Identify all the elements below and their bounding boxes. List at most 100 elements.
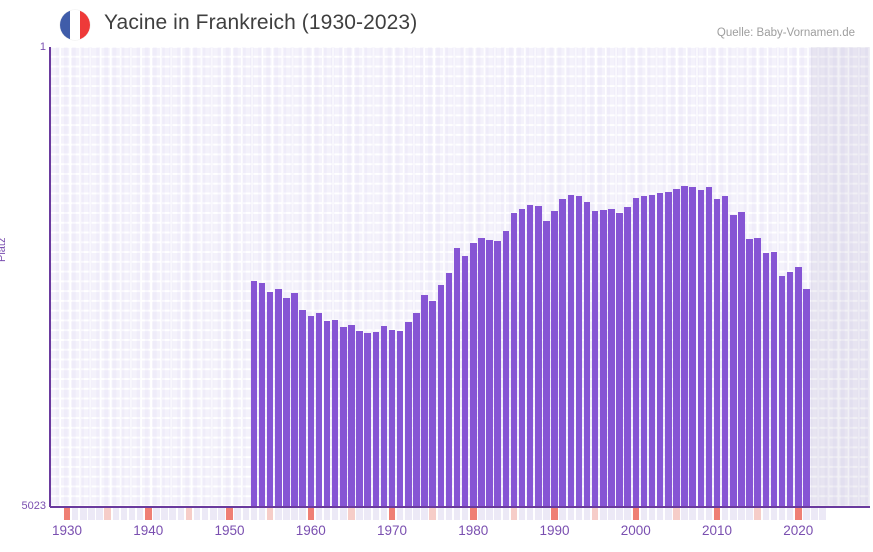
x-tick-1966 [356, 508, 363, 520]
bar-1997 [608, 209, 615, 507]
bar-1999 [624, 207, 631, 507]
bar-1960 [307, 316, 314, 507]
flag-stripe-white [69, 10, 80, 40]
x-tick-1967 [364, 508, 371, 520]
bar-1977 [445, 273, 453, 507]
flag-stripe-red [79, 10, 90, 40]
x-tick-1964 [340, 508, 347, 520]
x-tick-1988 [535, 508, 542, 520]
x-tick-1996 [600, 508, 607, 520]
x-tick-2022 [811, 508, 818, 520]
x-tick-1998 [616, 508, 623, 520]
bar-1961 [315, 313, 323, 507]
x-tick-1960 [307, 508, 314, 520]
x-tick-2013 [738, 508, 745, 520]
bar-1986 [518, 209, 526, 507]
x-tick-2015 [754, 508, 761, 520]
x-tick-1942 [161, 508, 168, 520]
x-tick-1947 [201, 508, 209, 520]
bar-1980 [470, 243, 477, 507]
x-tick-1963 [331, 508, 339, 520]
x-tick-1950 [226, 508, 233, 520]
bar-2000 [632, 198, 639, 507]
bar-1976 [437, 285, 444, 507]
x-tick-1940 [145, 508, 152, 520]
x-tick-1953 [250, 508, 258, 520]
bar-1981 [478, 238, 485, 507]
x-tick-1935 [104, 508, 111, 520]
bar-1964 [340, 327, 347, 507]
x-tick-1997 [608, 508, 615, 520]
x-tick-1989 [543, 508, 550, 520]
x-tick-1970 [388, 508, 396, 520]
bar-1982 [486, 240, 493, 507]
chart-source: Quelle: Baby-Vornamen.de [716, 27, 855, 39]
x-tick-1945 [185, 508, 193, 520]
x-tick-1969 [380, 508, 388, 520]
bar-1968 [372, 332, 379, 507]
bar-1983 [494, 241, 501, 507]
x-tick-2005 [673, 508, 680, 520]
bar-1993 [575, 196, 583, 507]
bar-1955 [266, 292, 274, 507]
x-tick-1980 [470, 508, 477, 520]
bar-2021 [803, 289, 810, 507]
y-axis-tick-bottom: 5023 [21, 500, 46, 512]
bar-1989 [543, 221, 550, 507]
x-tick-2011 [721, 508, 729, 520]
x-tick-1937 [120, 508, 128, 520]
x-tick-1934 [96, 508, 103, 520]
x-tick-1957 [283, 508, 290, 520]
x-tick-2019 [786, 508, 794, 520]
x-tick-1946 [193, 508, 201, 520]
x-axis-label-1970: 1970 [376, 523, 408, 538]
x-tick-1954 [258, 508, 266, 520]
x-tick-2010 [713, 508, 721, 520]
x-tick-1944 [177, 508, 184, 520]
x-tick-1990 [551, 508, 558, 520]
bar-2004 [665, 192, 672, 507]
x-tick-1948 [210, 508, 217, 520]
x-tick-1959 [299, 508, 306, 520]
bar-1959 [299, 310, 306, 507]
bar-2017 [770, 252, 778, 507]
bar-1956 [275, 289, 282, 507]
bar-1975 [429, 301, 436, 507]
bar-2019 [786, 272, 794, 507]
x-tick-1971 [396, 508, 404, 520]
bar-1987 [526, 205, 534, 507]
bar-2012 [730, 215, 737, 507]
x-tick-2004 [665, 508, 672, 520]
x-tick-2016 [762, 508, 769, 520]
x-tick-1984 [502, 508, 509, 520]
x-tick-1994 [583, 508, 591, 520]
x-tick-1962 [323, 508, 331, 520]
x-tick-1976 [437, 508, 444, 520]
x-tick-1972 [405, 508, 412, 520]
bar-1954 [258, 283, 266, 507]
x-tick-1985 [510, 508, 518, 520]
bar-2008 [697, 190, 704, 507]
x-axis-label-2010: 2010 [701, 523, 733, 538]
bar-1972 [405, 322, 412, 507]
bar-1973 [413, 313, 420, 507]
x-axis-label-1940: 1940 [133, 523, 164, 538]
x-tick-2017 [770, 508, 778, 520]
bar-2014 [746, 239, 753, 507]
x-tick-2000 [632, 508, 639, 520]
x-tick-1993 [575, 508, 583, 520]
x-axis-label-1980: 1980 [458, 523, 489, 538]
bar-2003 [656, 193, 664, 507]
bar-2002 [648, 195, 656, 507]
no-data-shaded-region [810, 47, 870, 507]
x-tick-1951 [234, 508, 241, 520]
x-tick-1974 [421, 508, 428, 520]
x-axis-label-1960: 1960 [295, 523, 326, 538]
flag-stripe-blue [60, 10, 70, 40]
chart-header: Yacine in Frankreich (1930-2023) Quelle:… [0, 0, 873, 45]
x-tick-1955 [266, 508, 274, 520]
x-tick-1986 [518, 508, 526, 520]
bar-1979 [461, 256, 469, 507]
bar-2010 [713, 199, 721, 507]
bar-1996 [600, 210, 607, 507]
